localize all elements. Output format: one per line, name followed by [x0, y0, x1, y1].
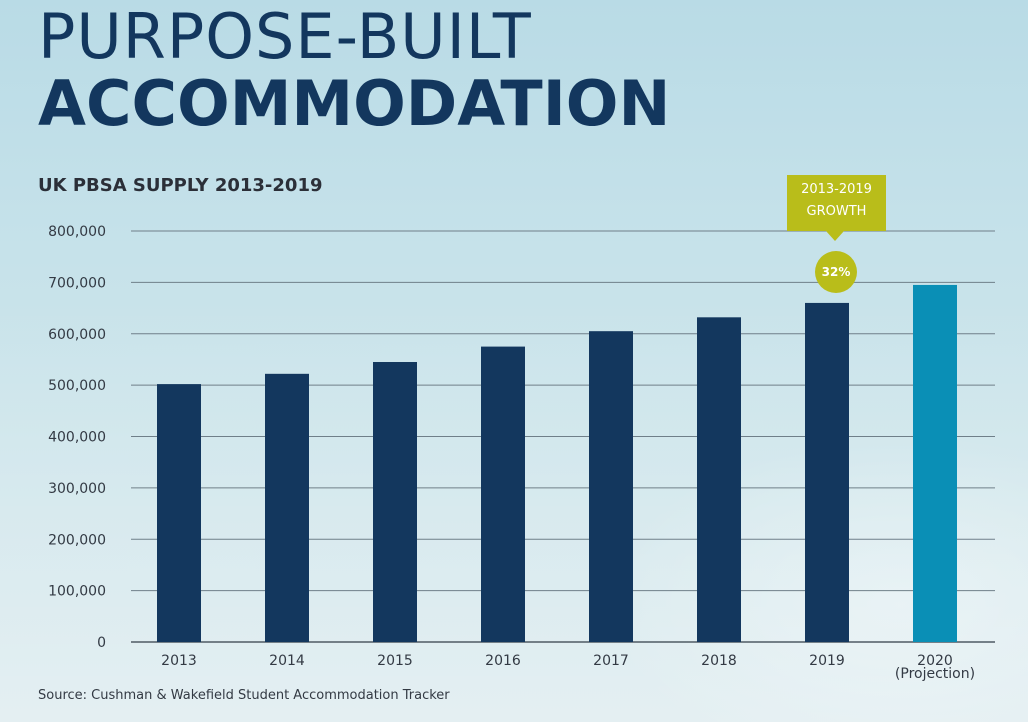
y-tick-label: 100,000 — [48, 584, 106, 600]
x-tick-label: 2013 — [161, 653, 197, 669]
y-tick-label: 800,000 — [48, 224, 106, 240]
bar — [157, 384, 201, 642]
y-tick-label: 700,000 — [48, 275, 106, 291]
page-title-line1: PURPOSE-BUILT — [38, 0, 532, 73]
chart-title: UK PBSA SUPPLY 2013-2019 — [38, 175, 323, 196]
y-tick-label: 200,000 — [48, 532, 106, 548]
bar — [265, 373, 309, 642]
growth-annotation-box: 2013-2019 GROWTH — [787, 175, 886, 231]
x-tick-label: 2016 — [485, 653, 521, 669]
bar — [805, 302, 849, 642]
growth-badge: 32% — [815, 251, 857, 293]
y-tick-label: 600,000 — [48, 327, 106, 343]
x-tick-label: 2018 — [701, 653, 737, 669]
growth-pointer — [826, 231, 844, 241]
bar — [373, 362, 417, 642]
bar — [697, 317, 741, 642]
x-tick-label: 2017 — [593, 653, 629, 669]
bar-projection — [913, 284, 957, 642]
growth-label-line1: 2013-2019 — [801, 182, 872, 197]
bar — [481, 346, 525, 642]
x-tick-label: 2014 — [269, 653, 305, 669]
growth-label-line2: GROWTH — [806, 204, 867, 219]
page-title-line2: ACCOMMODATION — [38, 67, 671, 140]
y-tick-label: 400,000 — [48, 430, 106, 446]
y-tick-label: 300,000 — [48, 481, 106, 497]
y-tick-label: 0 — [97, 635, 106, 651]
source-note: Source: Cushman & Wakefield Student Acco… — [38, 688, 450, 703]
x-tick-label: 2019 — [809, 653, 845, 669]
x-tick-label: 2015 — [377, 653, 413, 669]
x-tick-label: 2020 — [917, 653, 953, 669]
y-tick-label: 500,000 — [48, 378, 106, 394]
x-tick-sublabel: (Projection) — [895, 666, 975, 682]
bar — [589, 331, 633, 642]
